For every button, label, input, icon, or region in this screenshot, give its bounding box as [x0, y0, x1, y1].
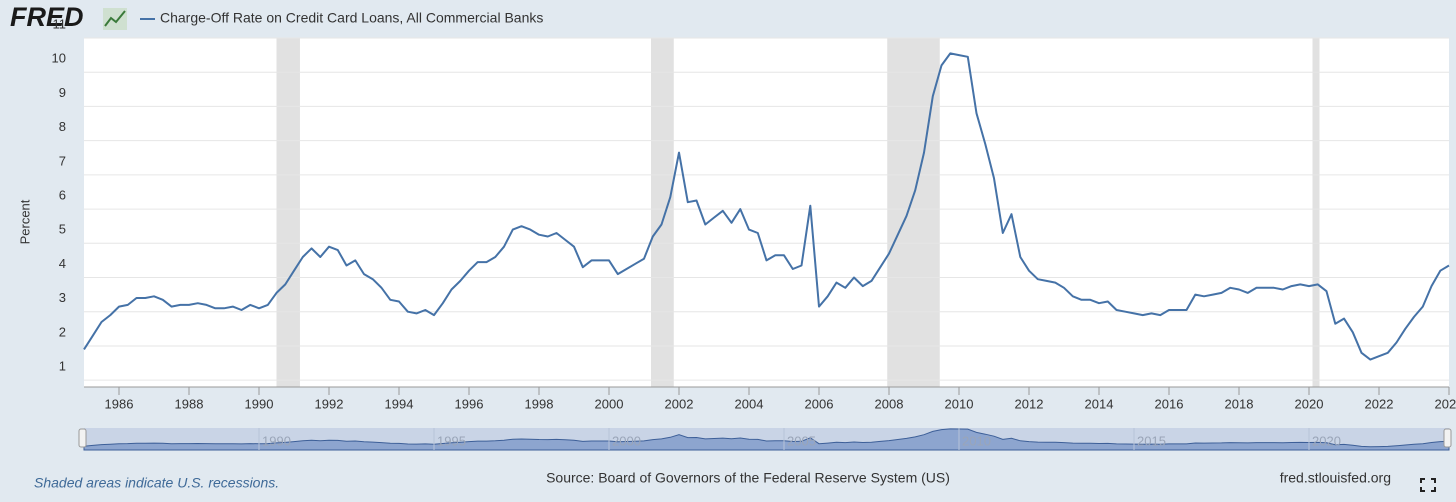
y-tick-label: 7 [59, 153, 66, 168]
x-tick-label: 1998 [525, 396, 554, 411]
y-tick-label: 2 [59, 324, 66, 339]
recession-note: Shaded areas indicate U.S. recessions. [34, 475, 279, 491]
x-tick-label: 2024 [1435, 396, 1456, 411]
y-axis-label: Percent [17, 199, 32, 244]
x-tick-label: 1990 [245, 396, 274, 411]
y-tick-label: 5 [59, 222, 66, 237]
x-tick-label: 2008 [875, 396, 904, 411]
x-tick-label: 1992 [315, 396, 344, 411]
navigator-tick-label: 2010 [962, 433, 991, 448]
y-tick-label: 11 [53, 16, 67, 31]
x-tick-label: 2014 [1085, 396, 1114, 411]
navigator-tick-label: 2005 [787, 433, 816, 448]
x-tick-label: 1986 [105, 396, 134, 411]
x-tick-label: 1994 [385, 396, 414, 411]
x-tick-label: 2012 [1015, 396, 1044, 411]
source: Source: Board of Governors of the Federa… [546, 470, 950, 486]
navigator: 1990 1995 2000 2005 2010 2015 2020 [83, 428, 1450, 451]
fullscreen-icon[interactable] [1420, 478, 1436, 492]
plot-area [84, 38, 1449, 387]
y-tick-label: 3 [59, 290, 66, 305]
site-link[interactable]: fred.stlouisfed.org [1280, 470, 1391, 486]
x-tick-label: 1996 [455, 396, 484, 411]
x-tick-label: 2006 [805, 396, 834, 411]
x-tick-label: 2020 [1295, 396, 1324, 411]
recession-band [276, 38, 300, 387]
navigator-tick-label: 2015 [1137, 433, 1166, 448]
data-line [83, 52, 1450, 361]
navigator-tick-label: 1990 [262, 433, 291, 448]
x-tick-label: 2000 [595, 396, 624, 411]
navigator-tick-label: 1995 [437, 433, 466, 448]
navigator-handle[interactable] [78, 428, 87, 448]
x-tick-label: 2002 [665, 396, 694, 411]
y-tick-label: 4 [59, 256, 66, 271]
navigator-tick-label: 2020 [1312, 433, 1341, 448]
y-tick-label: 6 [59, 188, 66, 203]
y-tick-label: 1 [59, 359, 66, 374]
legend-label: Charge-Off Rate on Credit Card Loans, Al… [160, 10, 543, 26]
y-tick-label: 9 [59, 85, 66, 100]
navigator-area [83, 428, 1450, 451]
x-tick-label: 2022 [1365, 396, 1394, 411]
logo-icon [103, 8, 127, 30]
x-tick-label: 1988 [175, 396, 204, 411]
recession-band [887, 38, 940, 387]
recession-band [1312, 38, 1320, 387]
navigator-tick-label: 2000 [612, 433, 641, 448]
x-tick-label: 2016 [1155, 396, 1184, 411]
navigator-handle[interactable] [1443, 428, 1452, 448]
x-tick-label: 2004 [735, 396, 764, 411]
logo: FRED [10, 2, 84, 32]
plot: 1 2 3 4 5 6 7 8 9 10 11 1986 1988 1990 1992 1994 1996 199… [52, 16, 1456, 411]
recession-band [651, 38, 674, 387]
y-tick-label: 10 [52, 51, 66, 66]
y-tick-label: 8 [59, 119, 66, 134]
x-tick-label: 2018 [1225, 396, 1254, 411]
x-tick-label: 2010 [945, 396, 974, 411]
